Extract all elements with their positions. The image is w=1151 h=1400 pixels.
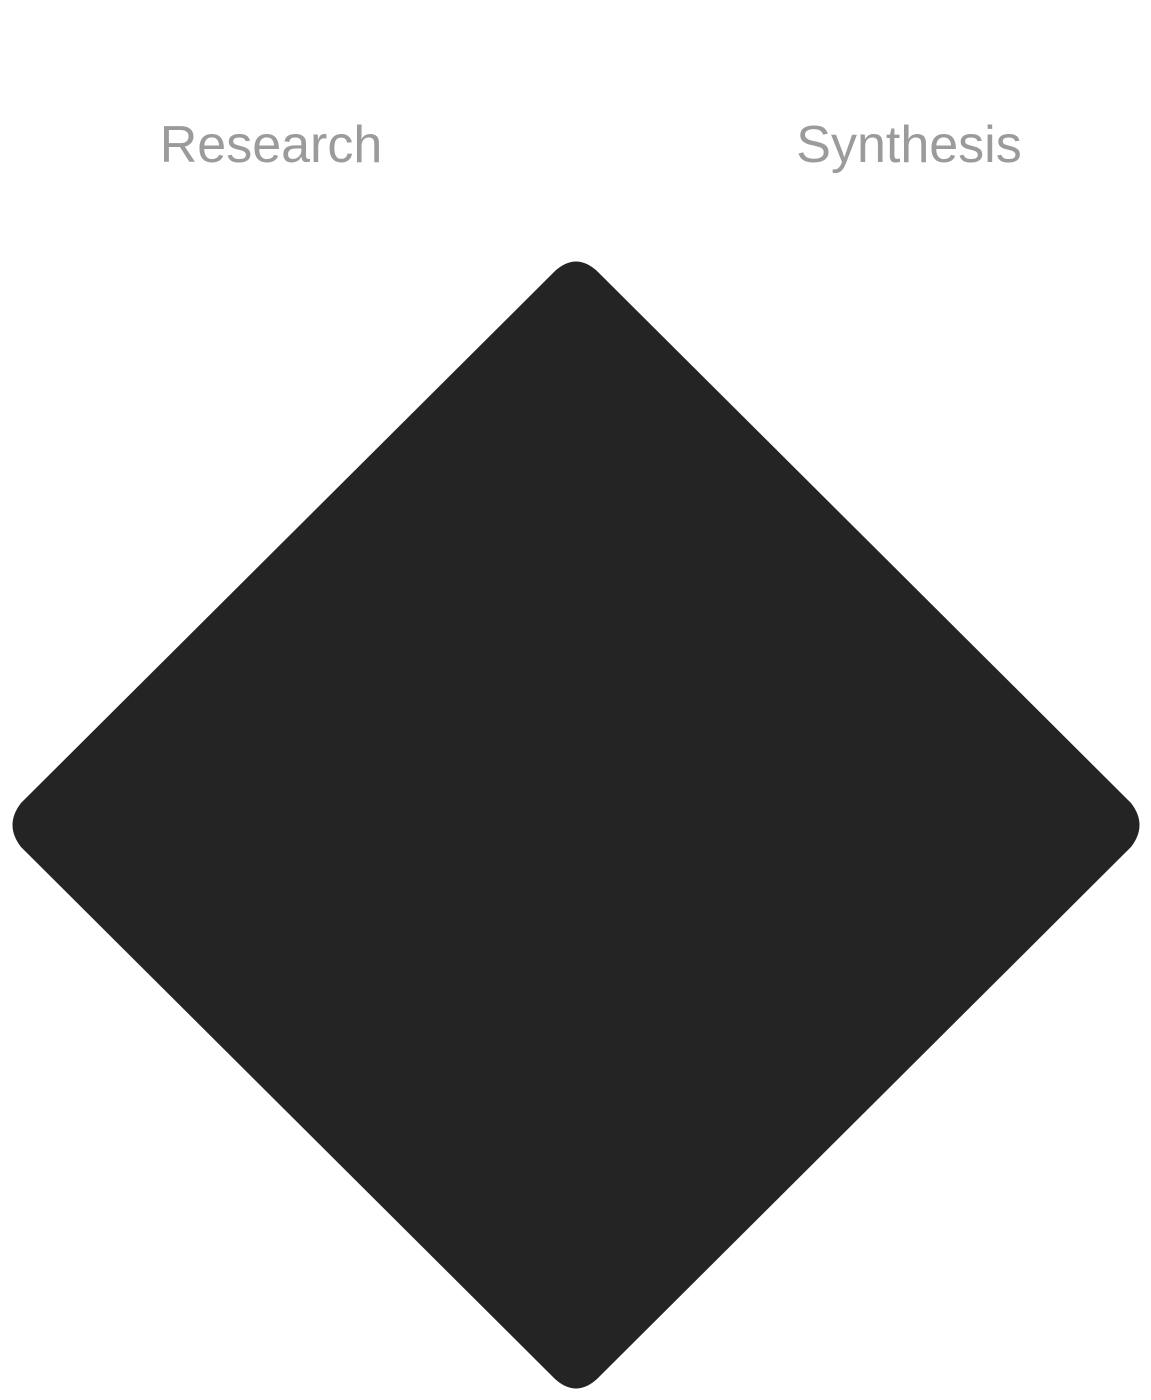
research-label: Research	[159, 116, 383, 174]
diamond-shape	[12, 261, 1140, 1389]
synthesis-label: Synthesis	[796, 116, 1022, 174]
